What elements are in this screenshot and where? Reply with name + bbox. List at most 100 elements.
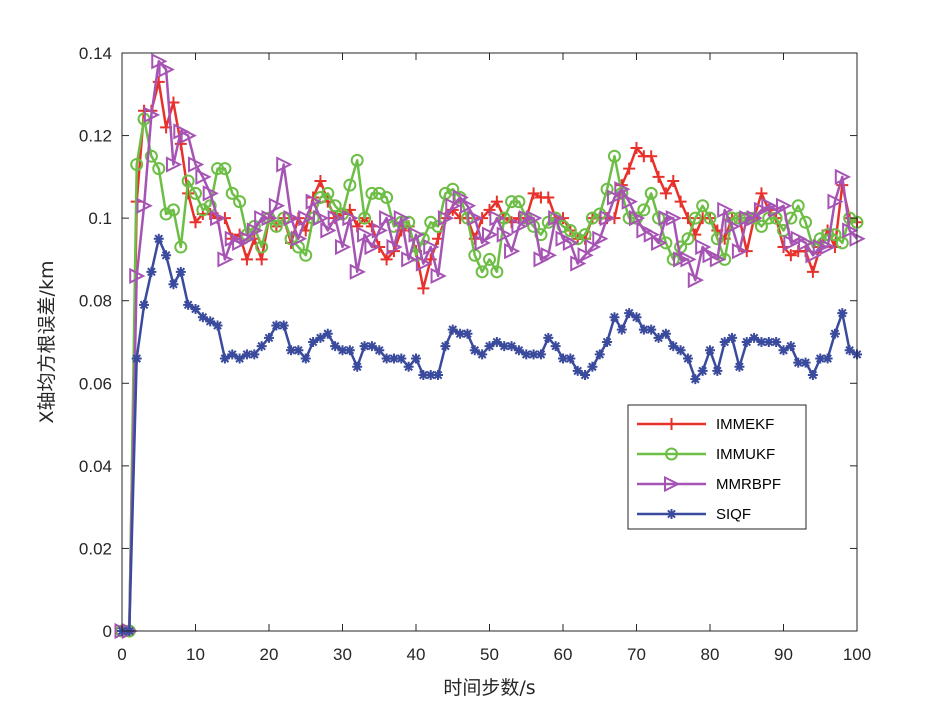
data-point-immukf [130, 157, 144, 171]
data-point-siqf [491, 337, 502, 347]
data-point-siqf [241, 349, 252, 360]
data-point-mmrbpf [562, 234, 580, 252]
ticks-layer: 0 10 20 30 40 50 60 70 80 90 100 0 0.02 0.04 0.06 0.08 0… [79, 44, 871, 664]
data-point-siqf [631, 312, 642, 323]
data-point-immukf [688, 211, 702, 225]
data-point-immekf [755, 187, 768, 200]
data-point-siqf [712, 365, 723, 376]
y-tick-label: 0.02 [79, 539, 112, 558]
data-point-mmrbpf [482, 226, 499, 243]
data-point-mmrbpf [210, 210, 227, 227]
series-mmrbpf [114, 53, 866, 640]
data-point-siqf [690, 374, 701, 385]
data-point-immukf [189, 186, 202, 200]
data-point-immukf [607, 149, 621, 163]
data-point-siqf [256, 341, 267, 352]
data-point-mmrbpf [268, 197, 286, 214]
y-tick-label: 0.14 [79, 44, 112, 63]
data-point-immukf [505, 195, 519, 209]
data-point-mmrbpf [798, 234, 815, 252]
x-tick-label: 70 [627, 645, 646, 664]
data-point-siqf [535, 349, 546, 360]
y-tick-label: 0.06 [79, 374, 112, 393]
data-point-siqf [403, 361, 414, 372]
data-point-mmrbpf [437, 210, 455, 227]
legend-marker [665, 418, 678, 430]
data-point-siqf [800, 357, 811, 368]
data-point-immukf [659, 236, 673, 250]
data-point-siqf [822, 353, 833, 364]
data-point-immekf [542, 191, 555, 204]
data-point-mmrbpf [687, 271, 705, 289]
y-tick-label: 0 [103, 622, 112, 641]
data-point-immukf [218, 162, 232, 176]
data-point-mmrbpf [629, 210, 646, 227]
data-point-mmrbpf [731, 243, 749, 260]
data-point-siqf [675, 345, 686, 356]
data-point-siqf [741, 337, 752, 347]
data-point-siqf [205, 316, 216, 327]
data-point-mmrbpf [136, 197, 153, 214]
data-point-siqf [484, 341, 495, 352]
data-point-siqf [212, 320, 223, 331]
x-tick-label: 80 [701, 645, 720, 664]
data-point-mmrbpf [158, 61, 175, 78]
data-point-siqf [425, 370, 436, 381]
y-tick-label: 0.04 [79, 457, 112, 476]
data-point-siqf [682, 353, 693, 364]
data-point-siqf [462, 328, 473, 339]
data-point-immukf [269, 219, 283, 233]
data-point-siqf [322, 328, 333, 339]
data-point-immukf [174, 240, 188, 254]
data-point-siqf [763, 337, 774, 347]
data-point-immekf [417, 282, 430, 295]
data-point-mmrbpf [312, 210, 330, 227]
data-point-immukf [380, 191, 394, 204]
data-point-mmrbpf [496, 226, 513, 243]
y-tick-label: 0.1 [88, 209, 112, 228]
data-point-mmrbpf [548, 210, 565, 227]
data-point-siqf [638, 324, 649, 335]
data-point-siqf [807, 370, 818, 381]
data-point-siqf [727, 332, 738, 343]
data-point-siqf [161, 250, 172, 261]
data-point-siqf [572, 365, 583, 376]
data-point-immekf [784, 249, 797, 262]
data-point-siqf [829, 328, 840, 339]
data-point-mmrbpf [599, 210, 616, 227]
data-point-siqf [616, 324, 627, 335]
data-point-siqf [433, 370, 444, 381]
data-point-mmrbpf [467, 210, 484, 227]
data-point-siqf [793, 357, 804, 368]
data-point-siqf [469, 345, 480, 356]
data-point-siqf [602, 337, 613, 347]
data-point-immukf [321, 186, 335, 200]
x-tick-label: 90 [774, 645, 793, 664]
data-point-immekf [659, 187, 672, 200]
data-point-siqf [521, 349, 532, 360]
data-point-mmrbpf [261, 210, 278, 227]
data-point-siqf [594, 349, 605, 360]
data-point-mmrbpf [408, 226, 425, 243]
legend-label: MMRBPF [716, 476, 781, 493]
data-point-siqf [734, 361, 745, 372]
data-point-immukf [211, 162, 225, 176]
data-point-mmrbpf [540, 247, 558, 264]
data-point-immukf [343, 178, 357, 192]
x-tick-label: 50 [480, 645, 499, 664]
data-point-siqf [837, 308, 848, 319]
data-point-siqf [771, 337, 782, 347]
data-point-siqf [139, 299, 150, 310]
data-point-immukf [483, 252, 496, 266]
data-point-immukf [166, 203, 180, 217]
data-point-siqf [558, 353, 568, 364]
data-point-mmrbpf [342, 210, 359, 227]
data-point-mmrbpf [283, 210, 300, 227]
legend-label: IMMUKF [716, 446, 775, 463]
data-point-siqf [168, 279, 179, 290]
data-point-immukf [497, 211, 511, 225]
data-point-siqf [175, 266, 186, 277]
data-point-mmrbpf [423, 238, 440, 256]
data-point-immukf [703, 211, 717, 225]
data-point-immekf [645, 150, 658, 163]
